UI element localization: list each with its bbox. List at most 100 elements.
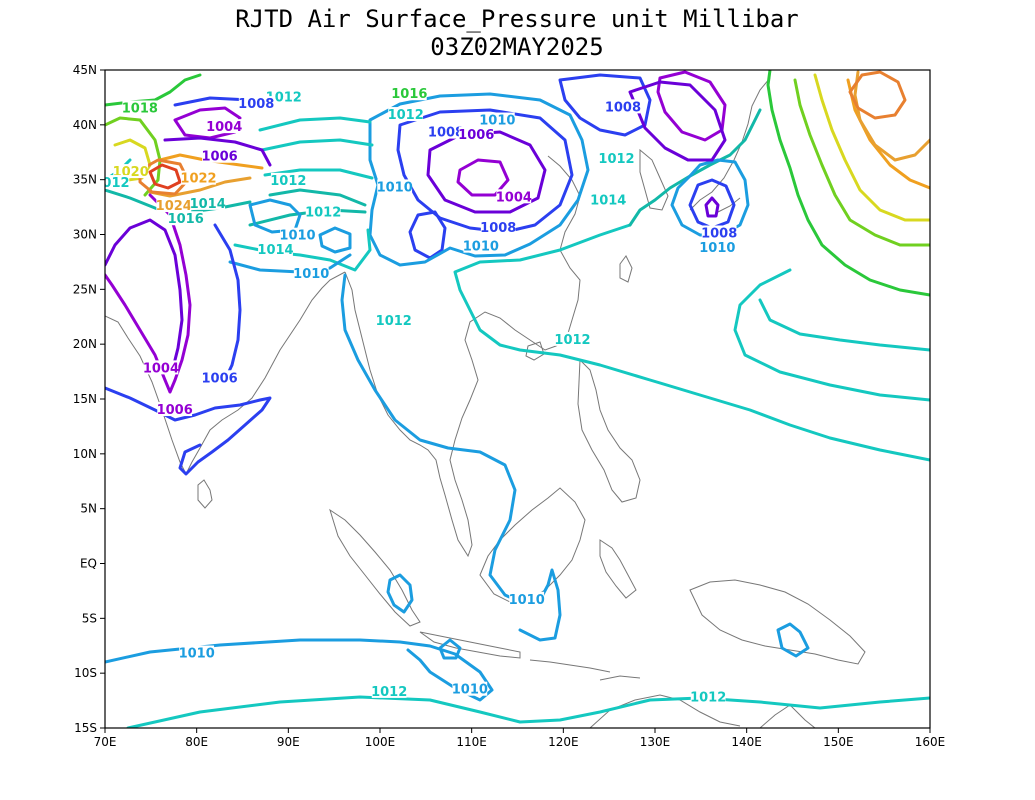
lat-tick-label: 45N [73, 63, 97, 77]
contour-label-bg [168, 211, 204, 226]
lat-tick-label: 40N [73, 118, 97, 132]
contour-1010-ng [776, 622, 810, 658]
lat-tick-label: 30N [73, 228, 97, 242]
lon-tick-label: 110E [456, 735, 487, 749]
contour-label: 1012 [554, 333, 590, 348]
lat-tick-label: 15S [74, 721, 97, 735]
contour-label: 1008 [480, 221, 516, 236]
contour-label: 1014 [590, 194, 626, 209]
contour-label: 1004 [206, 120, 242, 135]
lat-tick-label: 10N [73, 447, 97, 461]
map-title: RJTD Air Surface_Pressure unit Millibar [235, 5, 799, 33]
contour-label-bg [206, 119, 242, 134]
lat-tick-label: 35N [73, 173, 97, 187]
contour-1028-nw [148, 163, 182, 190]
lon-tick-label: 70E [94, 735, 117, 749]
contour-1004-nechina [656, 70, 727, 142]
contour-1012-upper [733, 268, 930, 402]
lon-tick-label: 90E [277, 735, 300, 749]
map-timestamp: 03Z02MAY2025 [430, 33, 603, 61]
contour-1010-java [438, 638, 462, 660]
contour-1024-nw [148, 176, 252, 198]
contour-label: 1012 [388, 108, 424, 123]
contour-label-bg [458, 126, 494, 141]
lat-tick-label: EQ [80, 557, 97, 571]
coast-sumatra [329, 508, 421, 627]
latitude-axis: 45N 40N 35N 30N 25N 20N 15N 10N 5N EQ 5S 10S 15S [73, 63, 105, 735]
coast-java [419, 631, 521, 659]
longitude-axis: 70E 80E 90E 100E 110E 120E 130E 140E 150E 160E [94, 728, 945, 749]
contour-label-bg [371, 683, 407, 698]
contour-label-bg [305, 204, 341, 219]
contour-1008-jp [688, 178, 736, 230]
plot-frame [104, 69, 931, 729]
contour-label: 1008 [701, 227, 737, 242]
contour-label-bg [480, 220, 516, 235]
contour-label: 1006 [157, 403, 193, 418]
contour-1010-south [105, 638, 494, 702]
contour-label: 1010 [509, 593, 545, 608]
contour-label: 1010 [279, 229, 315, 244]
contour-1026-nw [138, 158, 190, 196]
contour-label: 1010 [699, 241, 735, 256]
contour-label-bg [509, 591, 545, 606]
contour-1012-south [126, 695, 930, 728]
coast-lesser-sunda [529, 659, 641, 681]
contour-1004-china [456, 158, 510, 197]
contour-1010-central [340, 273, 562, 642]
contour-label-bg [122, 100, 158, 115]
contour-label-bg [555, 331, 590, 346]
contour-label-bg [463, 238, 499, 253]
contour-label: 1010 [293, 267, 329, 282]
contour-label-bg [105, 175, 130, 190]
contour-label-bg [605, 99, 641, 114]
contour-label-bg [157, 402, 193, 417]
coast-sulawesi [599, 539, 637, 599]
contour-1006-nw [163, 136, 272, 167]
contour-label-bg [701, 225, 737, 240]
contour-label: 1010 [179, 647, 215, 662]
contour-label: 1014 [257, 243, 293, 258]
coast-new-guinea [689, 579, 866, 665]
contour-label-bg [181, 170, 216, 185]
contour-label: 1012 [270, 174, 306, 189]
contour-label: 1006 [201, 371, 237, 386]
contour-label: 1010 [479, 114, 515, 129]
contour-label-bg [293, 266, 329, 281]
contour-1012-upper2 [758, 298, 930, 352]
contour-label-bg [599, 150, 634, 165]
contour-label: 1016 [168, 212, 204, 227]
contour-label: 1016 [391, 87, 427, 102]
contour-1008-nechina [558, 73, 652, 137]
contour-label-bg [266, 89, 302, 104]
lat-tick-label: 10S [74, 666, 97, 680]
contour-label: 1006 [458, 128, 494, 143]
contour-label-bg [179, 645, 215, 660]
contour-1010-jp [670, 158, 750, 237]
lat-tick-label: 20N [73, 337, 97, 351]
contour-label-bg [376, 313, 412, 328]
contour-1008-india2 [213, 223, 242, 382]
contour-1010-tibet [248, 198, 352, 254]
contour-label-bg [690, 689, 726, 704]
contour-label: 1022 [180, 172, 216, 187]
contour-label: 1006 [201, 150, 237, 165]
contour-label: 1010 [452, 683, 488, 698]
coast-hainan [525, 341, 545, 361]
lon-tick-label: 150E [823, 735, 854, 749]
contour-1010-sumatra [386, 573, 414, 614]
contour-label-bg [496, 189, 532, 204]
lon-tick-label: 130E [640, 735, 671, 749]
coast-japan [689, 77, 771, 213]
pressure-contours [105, 70, 930, 728]
contour-label-bg [258, 241, 293, 256]
contour-1006-jp [704, 196, 720, 218]
contour-label: 1008 [428, 126, 464, 141]
lon-tick-label: 100E [365, 735, 396, 749]
contour-label-bg [452, 681, 488, 696]
contour-label-bg [590, 192, 626, 207]
contour-1008-india [105, 386, 272, 476]
contour-label: 1010 [377, 180, 413, 195]
contour-label-bg [388, 107, 424, 122]
